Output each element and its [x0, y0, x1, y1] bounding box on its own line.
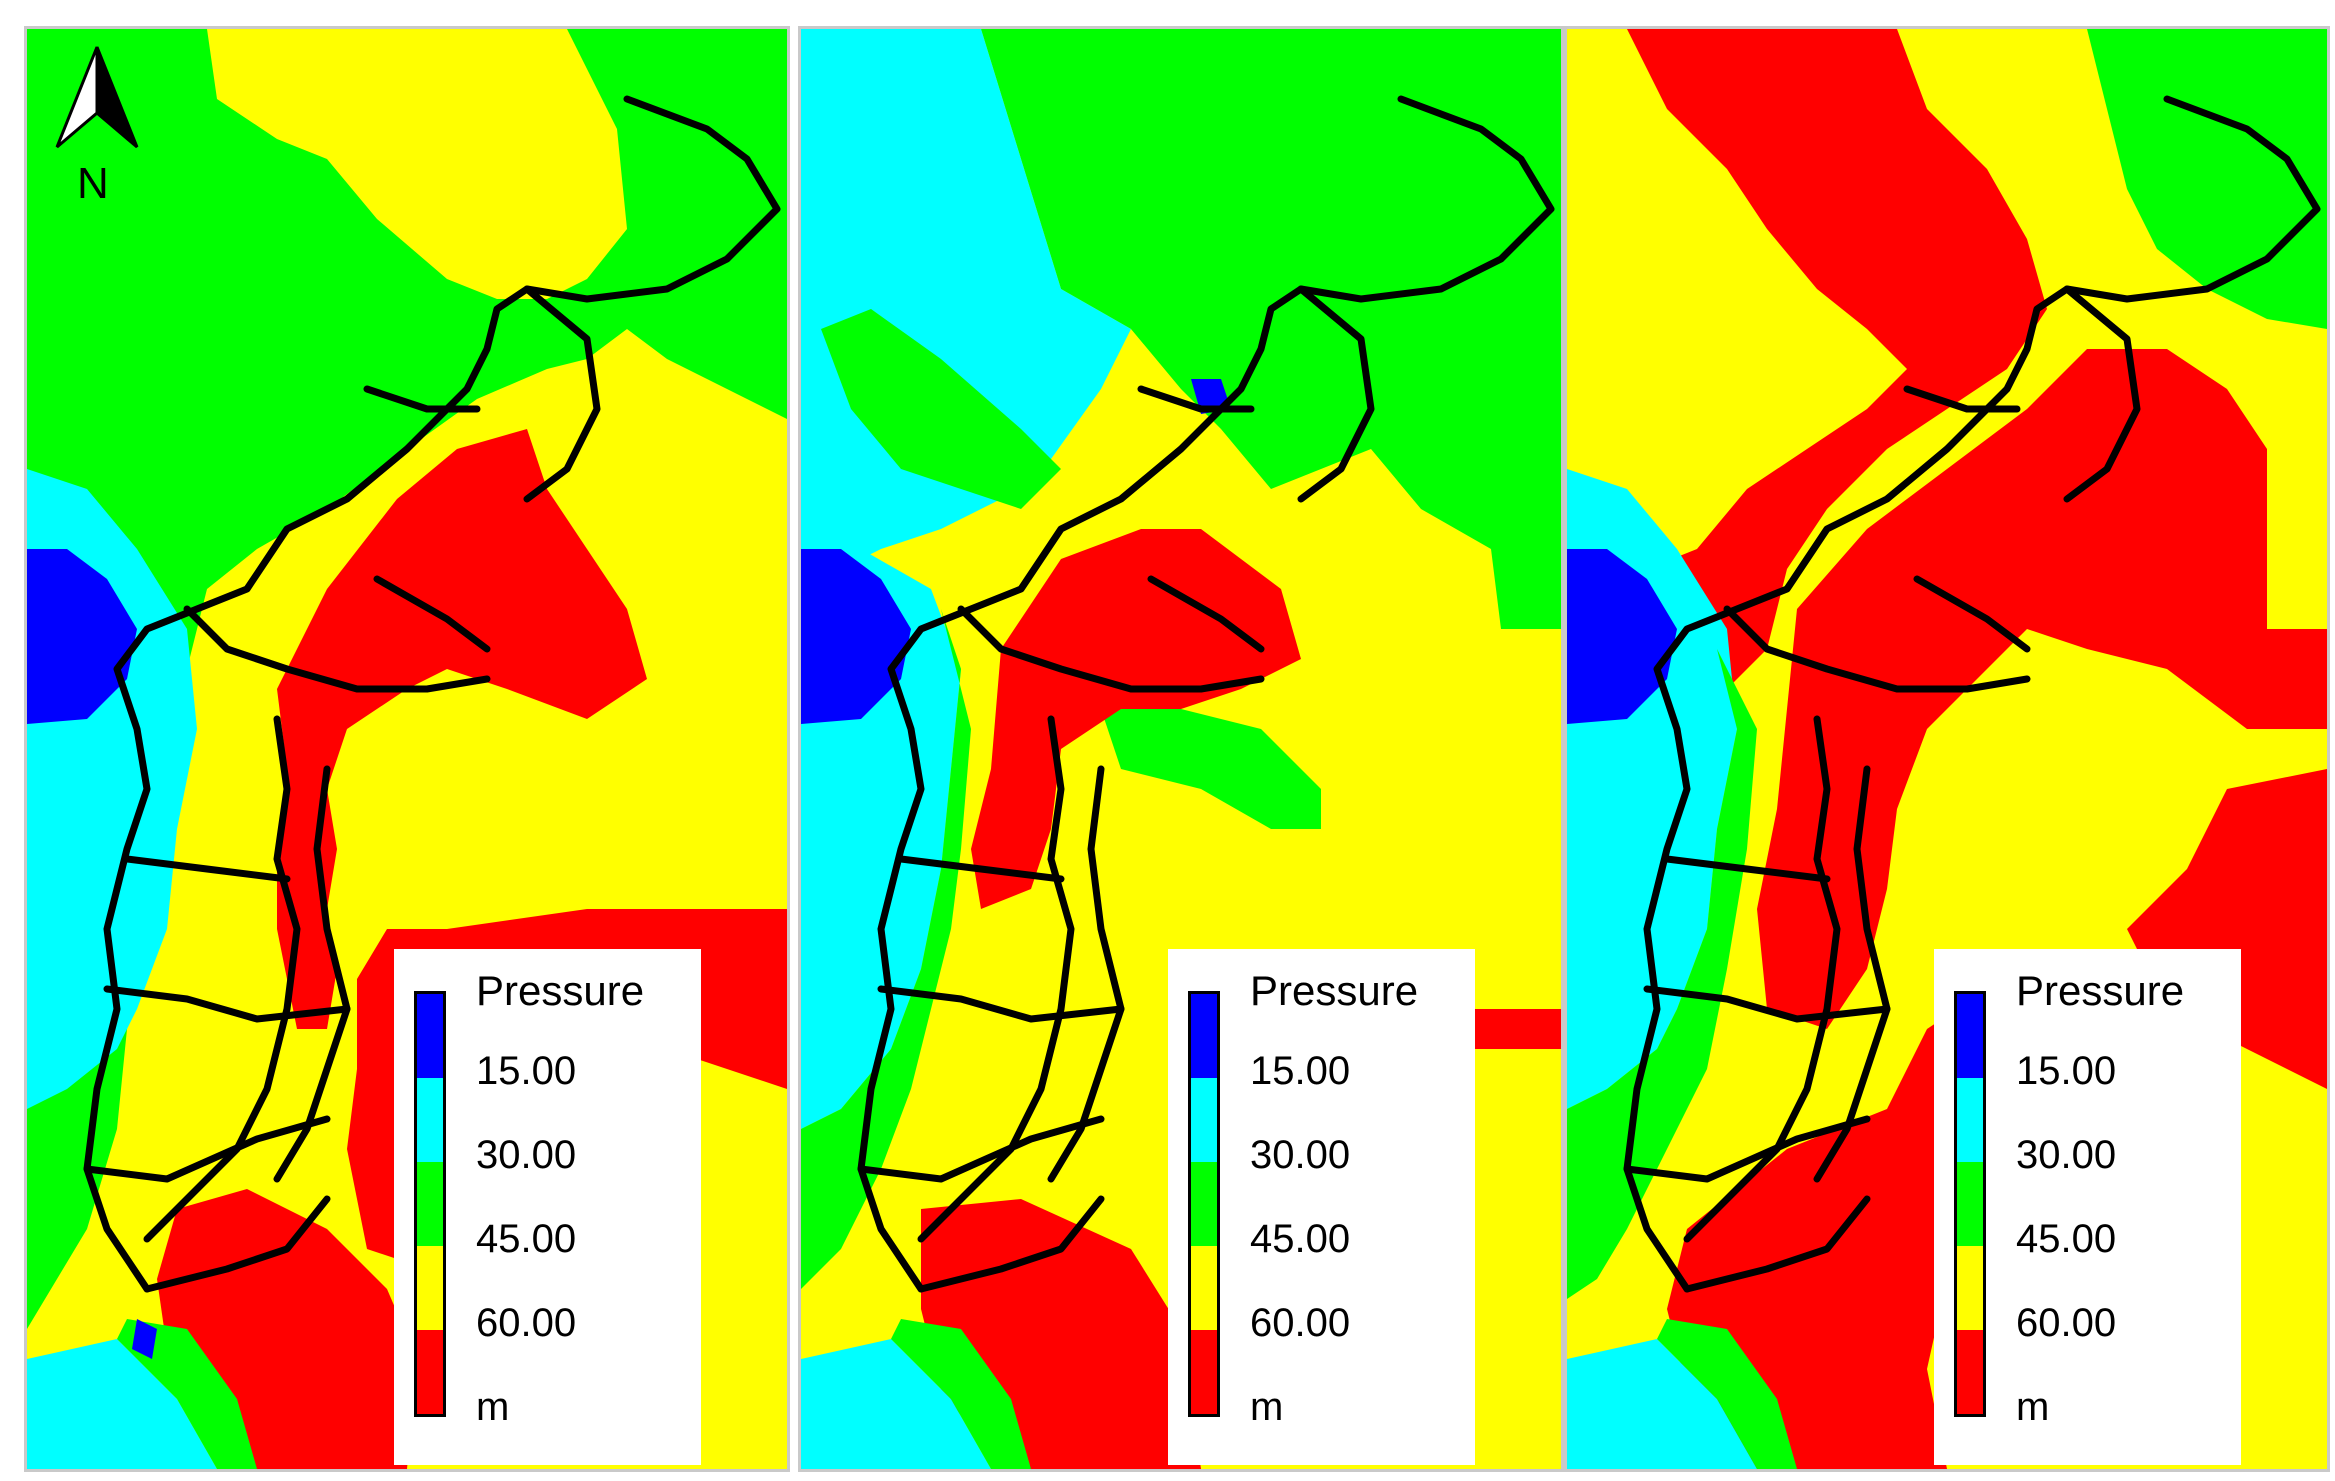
zone-cyan-south — [801, 1339, 991, 1469]
legend-swatch-green — [1957, 1162, 1983, 1246]
pressure-map-panel-3: Pressure 15.00 30.00 45.00 60.00 m — [1564, 26, 2330, 1472]
legend-break-4: 60.00 — [1250, 1301, 1351, 1345]
zone-blue-west — [1567, 549, 1677, 724]
legend-break-3: 45.00 — [2016, 1217, 2117, 1261]
pressure-map-panel-2: Pressure 15.00 30.00 45.00 60.00 m — [798, 26, 1564, 1472]
legend-title: Pressure — [476, 967, 645, 1014]
pressure-legend: Pressure 15.00 30.00 45.00 60.00 m — [1168, 949, 1475, 1465]
legend-unit: m — [476, 1385, 510, 1429]
zone-red-central — [971, 529, 1301, 909]
legend-unit: m — [1250, 1385, 1284, 1429]
legend-break-3: 45.00 — [1250, 1217, 1351, 1261]
zone-blue-west — [27, 549, 137, 724]
zone-red-central — [277, 429, 647, 1029]
zone-green-east — [1101, 709, 1321, 829]
zone-red-east-strip — [1461, 1009, 1561, 1049]
legend-break-1: 15.00 — [476, 1049, 577, 1093]
legend-break-4: 60.00 — [2016, 1301, 2117, 1345]
legend-swatch-red — [417, 1330, 443, 1414]
legend-swatch-yellow — [1191, 1246, 1217, 1330]
zone-green-south — [891, 1319, 1031, 1469]
legend-break-2: 30.00 — [1250, 1133, 1351, 1177]
legend-color-bar — [1188, 991, 1220, 1417]
legend-swatch-cyan — [1957, 1078, 1983, 1162]
pipe-network — [1623, 95, 2321, 1293]
pressure-map-panel-1: N Pressure 15.00 30.00 45.00 60.00 m — [24, 26, 790, 1472]
legend-swatch-cyan — [1191, 1078, 1217, 1162]
zone-green-west — [1567, 649, 1757, 1299]
legend-break-1: 15.00 — [2016, 1049, 2117, 1093]
legend-title: Pressure — [2016, 967, 2185, 1014]
zone-green-northeast — [2087, 29, 2327, 329]
zone-green-north — [981, 29, 1561, 629]
legend-swatch-blue — [417, 994, 443, 1078]
pressure-legend: Pressure 15.00 30.00 45.00 60.00 m — [394, 949, 701, 1465]
legend-title: Pressure — [1250, 967, 1419, 1014]
zone-cyan-south — [27, 1339, 217, 1469]
legend-break-3: 45.00 — [476, 1217, 577, 1261]
pressure-contour-map — [27, 29, 787, 1469]
north-arrow-icon — [55, 46, 139, 149]
legend-color-bar — [1954, 991, 1986, 1417]
legend-unit: m — [2016, 1385, 2050, 1429]
legend-swatch-red — [1191, 1330, 1217, 1414]
legend-swatch-green — [1191, 1162, 1217, 1246]
legend-color-bar — [414, 991, 446, 1417]
north-arrow — [37, 43, 157, 168]
legend-break-2: 30.00 — [476, 1133, 577, 1177]
legend-swatch-green — [417, 1162, 443, 1246]
legend-break-4: 60.00 — [476, 1301, 577, 1345]
zone-cyan-south — [1567, 1339, 1757, 1469]
pressure-legend: Pressure 15.00 30.00 45.00 60.00 m — [1934, 949, 2241, 1465]
legend-swatch-cyan — [417, 1078, 443, 1162]
legend-break-1: 15.00 — [1250, 1049, 1351, 1093]
zone-green-south — [1657, 1319, 1797, 1469]
legend-swatch-blue — [1191, 994, 1217, 1078]
pressure-contour-map — [801, 29, 1561, 1469]
legend-swatch-blue — [1957, 994, 1983, 1078]
legend-swatch-red — [1957, 1330, 1983, 1414]
zone-green-north — [27, 29, 787, 1329]
zone-green-northwest — [821, 309, 1061, 509]
zone-blue-west — [801, 549, 911, 724]
zone-blue-south — [132, 1319, 157, 1359]
pipe-network — [857, 95, 1555, 1293]
pipe-network — [83, 95, 781, 1293]
zone-green-central — [801, 609, 971, 1289]
legend-swatch-yellow — [417, 1246, 443, 1330]
zone-yellow-northwest — [1567, 29, 1907, 569]
legend-swatch-yellow — [1957, 1246, 1983, 1330]
zone-red-central — [1757, 349, 2327, 1029]
north-label: N — [77, 159, 109, 208]
legend-break-2: 30.00 — [2016, 1133, 2117, 1177]
